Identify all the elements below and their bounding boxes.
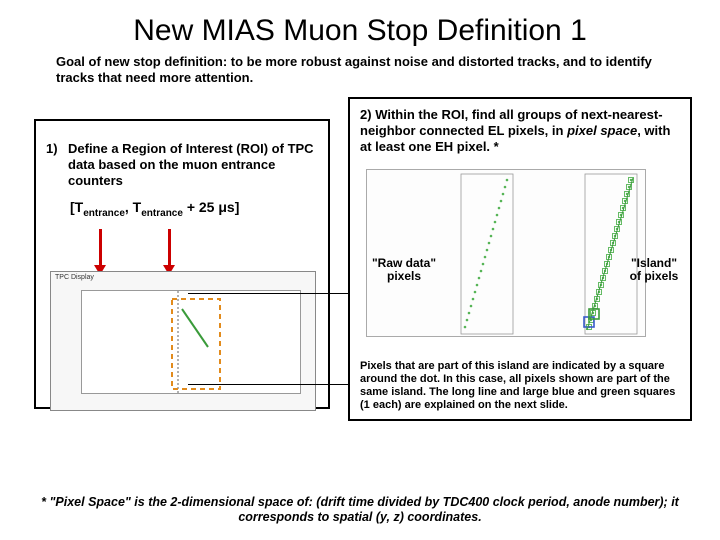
step2-num: 2) [360,107,372,122]
panel-step1: 1)Define a Region of Interest (ROI) of T… [34,119,330,409]
island-note: Pixels that are part of this island are … [360,360,680,413]
tpc-mini-chart: TPC Display [50,271,316,411]
step2-heading: 2) Within the ROI, find all groups of ne… [360,107,680,156]
caption-island: "Island" of pixels [626,257,682,285]
goal-text: Goal of new stop definition: to be more … [0,54,720,97]
tw-open: [T [70,199,83,215]
connector-top [188,293,348,295]
caption-raw: "Raw data" pixels [370,257,438,285]
tpc-label: TPC Display [55,274,94,281]
pixel-svg [367,170,647,338]
tw-mid: , T [125,199,141,215]
tw-sub2: entrance [141,208,183,219]
time-window: [Tentrance, Tentrance + 25 μs] [70,199,318,219]
slide-title: New MIAS Muon Stop Definition 1 [0,0,720,54]
tw-end: + 25 μs] [183,199,239,215]
tpc-plot-area [81,290,301,394]
connector-bottom [188,384,348,386]
pixel-display [366,169,646,337]
tpc-svg [82,291,302,395]
panels-container: 1)Define a Region of Interest (ROI) of T… [0,97,720,427]
step1-heading: 1)Define a Region of Interest (ROI) of T… [46,141,318,190]
step2-text-b: pixel space [567,123,637,138]
tw-sub1: entrance [83,208,125,219]
arrow-right [168,229,171,267]
panel-step2: 2) Within the ROI, find all groups of ne… [348,97,692,421]
footnote: * "Pixel Space" is the 2-dimensional spa… [40,495,680,526]
arrow-left [99,229,102,267]
